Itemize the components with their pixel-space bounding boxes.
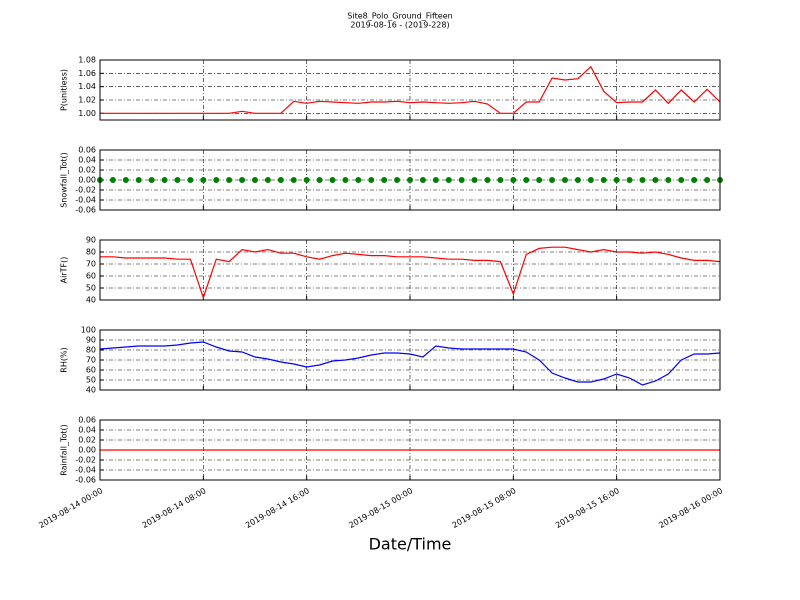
y-tick-label: 50 (86, 376, 96, 385)
y-tick-label: 90 (86, 236, 96, 245)
marker (523, 177, 530, 183)
marker (187, 177, 194, 183)
y-axis-label: Rainfall_Tot() (60, 424, 69, 476)
marker (355, 177, 362, 183)
marker (239, 177, 246, 183)
marker (639, 177, 646, 183)
plot-frame (99, 59, 721, 121)
y-tick-label: 1.08 (78, 56, 96, 65)
y-tick-label: -0.04 (75, 196, 96, 205)
marker (226, 177, 233, 183)
marker (329, 177, 336, 183)
plot-frame (99, 239, 721, 301)
y-tick-label: 0.04 (78, 156, 96, 165)
y-axis-label: AirTF() (60, 257, 69, 284)
marker (277, 177, 284, 183)
marker (652, 177, 659, 183)
marker (316, 177, 323, 183)
marker (303, 177, 310, 183)
y-tick-label: 1.02 (78, 96, 96, 105)
plot-frame (99, 329, 721, 391)
y-tick-label: 50 (86, 284, 96, 293)
series-line (99, 341, 721, 386)
marker (691, 177, 698, 183)
plot-frame (99, 419, 721, 481)
marker (394, 177, 401, 183)
chart-subtitle: 2019-08-16 - (2019-228) (350, 21, 449, 30)
y-tick-label: 40 (86, 386, 96, 395)
y-tick-label: 90 (86, 336, 96, 345)
y-tick-label: 1.00 (78, 109, 96, 118)
marker (368, 177, 375, 183)
y-tick-label: 100 (81, 326, 96, 335)
marker (252, 177, 258, 183)
marker (213, 177, 220, 183)
y-tick-label: 0.00 (78, 176, 96, 185)
marker (471, 177, 478, 183)
series-line (100, 65, 721, 114)
marker (174, 177, 181, 183)
y-axis-label: Snowfall_Tot() (60, 152, 69, 208)
series-line (100, 246, 721, 300)
marker (109, 177, 116, 183)
marker (484, 177, 491, 183)
marker (704, 177, 711, 183)
x-axis-label: Date/Time (369, 535, 452, 554)
marker (458, 177, 465, 183)
marker (574, 177, 581, 183)
y-tick-label: 70 (86, 260, 96, 269)
y-tick-label: 1.06 (78, 69, 96, 78)
marker (407, 177, 413, 183)
marker (445, 177, 452, 183)
marker (510, 177, 517, 183)
y-tick-label: 0.02 (78, 166, 96, 175)
y-tick-label: 0.04 (78, 426, 96, 435)
marker (122, 177, 129, 183)
y-tick-label: 0.00 (78, 446, 96, 455)
marker (432, 177, 439, 183)
marker (148, 177, 155, 183)
marker (536, 177, 543, 183)
marker (290, 177, 297, 183)
marker (342, 177, 349, 183)
marker (678, 177, 685, 183)
y-tick-label: 60 (86, 272, 96, 281)
marker (264, 177, 271, 183)
marker (549, 177, 556, 183)
y-axis-label: P(unitless) (60, 69, 69, 111)
marker (626, 177, 633, 183)
marker (600, 177, 607, 183)
marker (419, 177, 426, 183)
y-tick-label: -0.06 (75, 206, 96, 215)
y-tick-label: 0.06 (78, 146, 96, 155)
marker (562, 177, 568, 183)
y-tick-label: -0.06 (75, 476, 96, 485)
marker (497, 177, 504, 183)
marker (161, 177, 168, 183)
chart-title: Site8_Polo_Ground_Fifteen (347, 12, 452, 21)
marker (381, 177, 388, 183)
plot-frame (99, 149, 721, 211)
y-tick-label: 80 (86, 346, 96, 355)
y-tick-label: 0.06 (78, 416, 96, 425)
y-tick-label: -0.02 (75, 456, 96, 465)
y-axis-label: RH(%) (60, 347, 69, 372)
marker (587, 177, 594, 183)
y-tick-label: 80 (86, 248, 96, 257)
y-tick-label: -0.02 (75, 186, 96, 195)
y-tick-label: -0.04 (75, 466, 96, 475)
y-tick-label: 1.04 (78, 82, 96, 91)
y-tick-label: 70 (86, 356, 96, 365)
y-tick-label: 60 (86, 366, 96, 375)
marker (135, 177, 142, 183)
marker (613, 177, 620, 183)
marker (665, 177, 672, 183)
y-tick-label: 40 (86, 296, 96, 305)
y-tick-label: 0.02 (78, 436, 96, 445)
marker (200, 177, 207, 183)
